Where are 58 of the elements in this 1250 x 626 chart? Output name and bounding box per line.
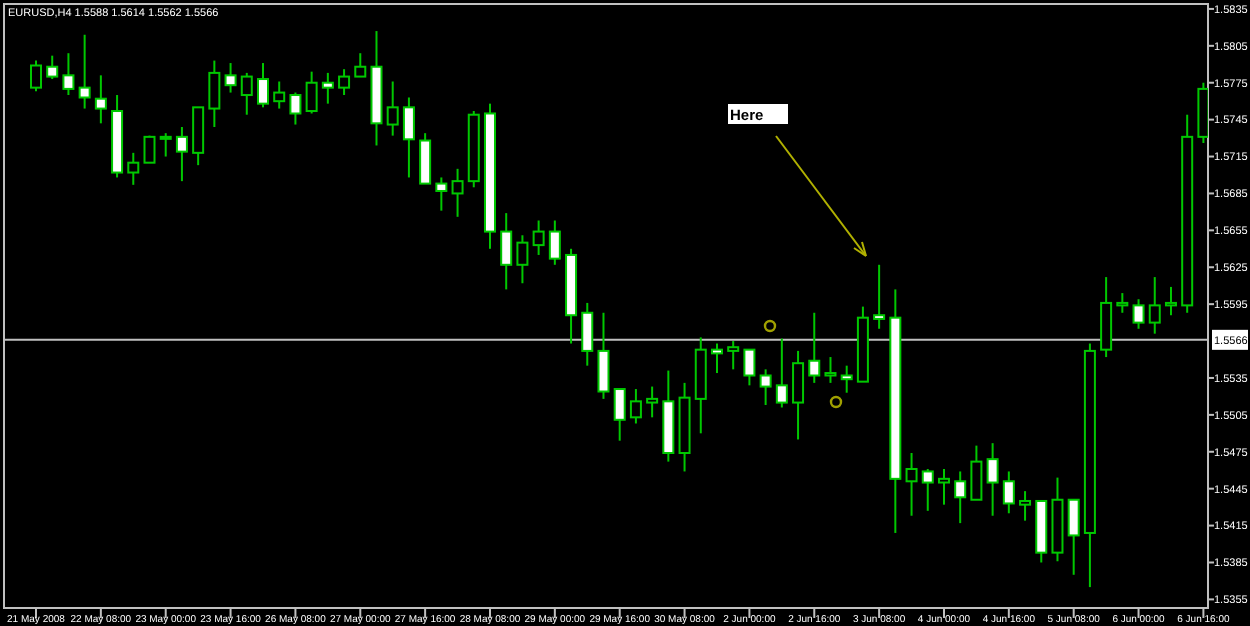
candlestick: [905, 452, 918, 517]
candlestick: [646, 385, 659, 419]
candlestick: [256, 62, 269, 109]
candlestick: [954, 470, 967, 525]
candlestick: [1164, 285, 1177, 317]
candlestick: [192, 106, 205, 167]
candlestick: [435, 176, 448, 212]
candlestick: [727, 340, 740, 371]
candlestick: [143, 134, 156, 164]
candlestick: [78, 33, 91, 110]
candlestick: [500, 212, 513, 291]
candlestick: [808, 311, 821, 384]
candlestick: [970, 444, 983, 501]
candlestick: [402, 96, 415, 179]
candlestick: [208, 59, 221, 129]
candlestick: [516, 234, 529, 285]
candlestick: [1132, 298, 1145, 330]
candlestick: [775, 337, 788, 409]
candlestick: [127, 151, 140, 186]
candlestick: [710, 342, 723, 375]
candlestick: [30, 59, 42, 93]
candlestick: [824, 356, 837, 384]
candlestick: [743, 348, 756, 387]
candlestick: [419, 132, 432, 185]
candlestick: [1067, 498, 1080, 576]
candlestick: [548, 219, 561, 266]
candlestick: [386, 80, 399, 137]
candlestick: [937, 467, 950, 506]
candlestick: [986, 442, 999, 517]
candlestick: [921, 467, 934, 512]
candlestick: [792, 349, 805, 441]
candlestick: [629, 388, 642, 425]
candlestick: [873, 263, 886, 330]
candlestick: [273, 80, 286, 110]
candlestick: [240, 71, 253, 116]
candlestick: [759, 368, 772, 407]
candlestick: [1116, 292, 1129, 314]
candlestick: [175, 126, 188, 183]
candlestick: [451, 167, 464, 218]
candlestick: [840, 364, 853, 394]
candlestick: [1100, 276, 1113, 359]
candlestick: [597, 311, 610, 400]
candlestick: [532, 219, 545, 256]
candlestick: [581, 301, 594, 367]
candlestick: [289, 91, 302, 126]
candlestick: [305, 70, 318, 115]
candlestick: [94, 74, 107, 125]
candlestick: [62, 52, 75, 97]
candlestick: [46, 54, 59, 81]
candlestick: [1019, 490, 1032, 522]
candlestick: [354, 52, 367, 78]
candlestick: [613, 388, 626, 442]
candlestick: [1002, 470, 1015, 515]
candlestick: [1148, 276, 1161, 335]
candlestick: [159, 132, 172, 158]
candlestick: [224, 62, 237, 94]
candlestick: [338, 68, 351, 97]
candlestick: [321, 71, 334, 105]
